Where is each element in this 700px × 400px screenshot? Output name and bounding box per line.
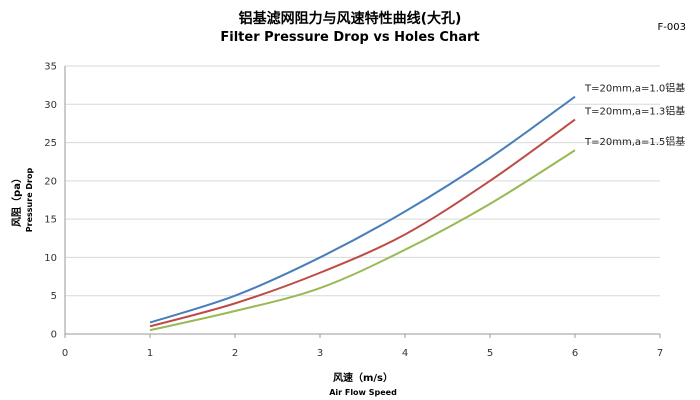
y-tick-label: 15	[44, 215, 57, 226]
y-tick-labels: 0 5 10 15 20 25 30 35	[44, 62, 57, 341]
y-tick-label: 30	[44, 100, 57, 111]
x-tick-label: 6	[572, 348, 578, 359]
series-label-2: T=20mm,a=1.3铝基	[584, 105, 685, 118]
x-axis-title: 风速（m/s）	[333, 371, 393, 384]
chart-subtitle: Filter Pressure Drop vs Holes Chart	[220, 30, 480, 45]
y-axis-title-en: Pressure Drop	[25, 168, 34, 233]
chart-code: F-003	[657, 22, 686, 33]
series-lines	[149, 95, 576, 332]
y-tick-label: 25	[44, 138, 57, 149]
series-line-3	[149, 149, 576, 332]
series-line-1	[149, 95, 576, 324]
x-tick-labels: 0 1 2 3 4 5 6 7	[62, 348, 663, 359]
x-tick-label: 7	[657, 348, 663, 359]
x-axis-title-en: Air Flow Speed	[329, 388, 397, 397]
x-tick-label: 1	[147, 348, 153, 359]
x-tick-label: 3	[317, 348, 323, 359]
y-tick-label: 10	[44, 253, 57, 264]
x-tick-label: 4	[402, 348, 408, 359]
y-tick-label: 35	[44, 62, 57, 73]
x-tick-label: 0	[62, 348, 68, 359]
y-axis-title: 风阻（pa）	[10, 173, 23, 227]
grid-lines	[64, 65, 661, 338]
series-labels: T=20mm,a=1.0铝基 T=20mm,a=1.3铝基 T=20mm,a=1.5…	[584, 82, 685, 149]
x-tick-label: 2	[232, 348, 238, 359]
y-tick-label: 0	[51, 330, 57, 341]
x-tick-label: 5	[487, 348, 493, 359]
series-label-3: T=20mm,a=1.5铝基	[584, 135, 685, 148]
chart-title: 铝基滤网阻力与风速特性曲线(大孔)	[238, 11, 462, 27]
y-tick-label: 20	[44, 176, 57, 187]
series-label-1: T=20mm,a=1.0铝基	[584, 82, 685, 95]
y-tick-label: 5	[51, 291, 57, 302]
series-line-2	[149, 118, 576, 328]
